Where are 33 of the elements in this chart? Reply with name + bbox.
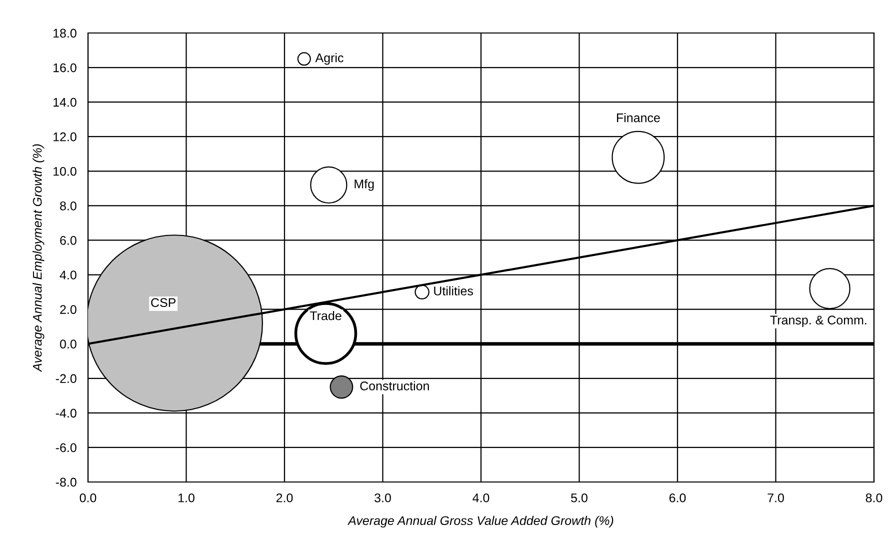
y-tick-label: -6.0 [56, 443, 76, 452]
series-label: Finance [616, 113, 660, 122]
x-tick-label: 6.0 [669, 493, 686, 502]
y-tick-label: -8.0 [56, 478, 76, 487]
x-tick-label: 1.0 [178, 493, 194, 502]
series-label: Mfg [354, 179, 374, 191]
x-tick-label: 0.0 [80, 493, 96, 502]
y-tick-label: 2.0 [60, 305, 76, 314]
series-label: Utilities [434, 286, 473, 296]
x-tick-label: 4.0 [472, 493, 490, 502]
series-label: Trade [310, 310, 342, 320]
y-axis-title: Average Annual Employment Growth (%) [32, 144, 44, 372]
y-tick-label: 14.0 [54, 98, 76, 107]
series-label: Construction [360, 381, 429, 390]
y-tick-label: -4.0 [56, 408, 76, 418]
x-tick-label: 8.0 [866, 493, 882, 502]
y-tick-label: 10.0 [54, 166, 76, 176]
series-label: Transp. & Comm. [770, 316, 866, 327]
y-tick-label: 0.0 [60, 340, 76, 348]
y-tick-label: -2.0 [56, 374, 76, 384]
y-tick-label: 6.0 [60, 236, 76, 245]
x-tick-label: 5.0 [571, 493, 588, 502]
x-tick-label: 7.0 [768, 493, 784, 502]
y-tick-label: 4.0 [60, 270, 76, 280]
x-tick-label: 3.0 [374, 493, 391, 502]
x-axis-title: Average Annual Gross Value Added Growth (%) [347, 516, 614, 528]
y-tick-label: 12.0 [54, 132, 76, 142]
series-label: Agric [315, 53, 344, 65]
y-tick-label: 16.0 [54, 63, 76, 72]
x-tick-label: 2.0 [276, 493, 293, 502]
y-tick-label: 18.0 [54, 28, 76, 38]
series-label: CSP [151, 298, 176, 308]
y-tick-label: 8.0 [60, 201, 76, 210]
